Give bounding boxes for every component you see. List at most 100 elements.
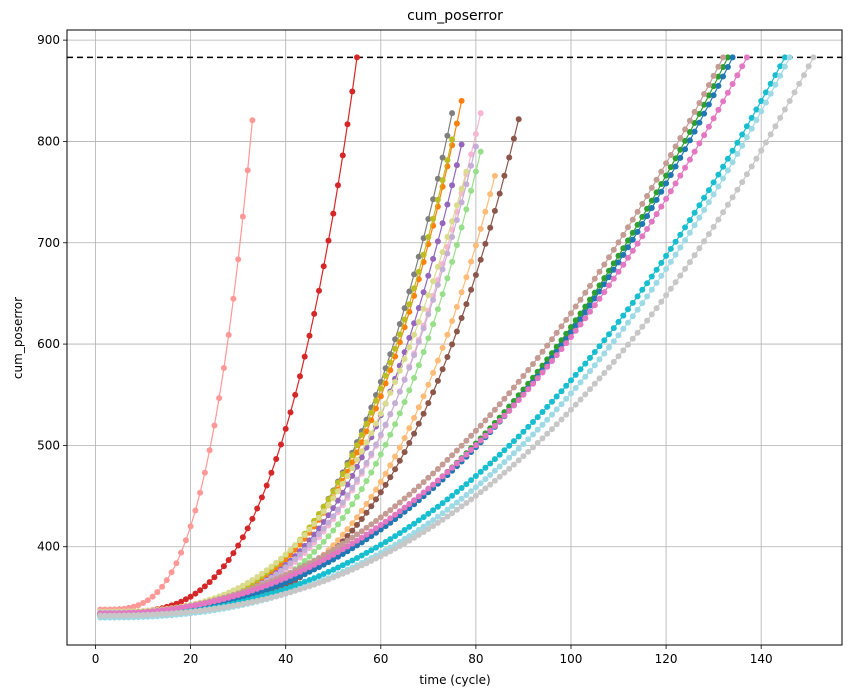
data-point <box>663 252 670 259</box>
data-point <box>430 481 437 488</box>
data-point <box>648 205 655 211</box>
data-point <box>420 410 427 417</box>
data-point <box>634 228 641 235</box>
data-point <box>572 371 579 378</box>
data-point <box>691 252 698 259</box>
data-point <box>724 89 731 96</box>
data-point <box>686 259 693 266</box>
data-point <box>805 63 812 70</box>
data-point <box>644 280 651 287</box>
data-point <box>530 444 536 451</box>
data-point <box>102 612 108 619</box>
data-point <box>610 275 617 282</box>
data-point <box>568 377 574 384</box>
data-point <box>287 572 294 579</box>
data-point <box>491 467 498 474</box>
data-point <box>382 539 389 545</box>
data-point <box>477 225 484 232</box>
data-point <box>729 54 736 61</box>
data-point <box>520 391 527 398</box>
data-point <box>387 359 394 366</box>
data-point <box>458 185 465 192</box>
data-point <box>415 268 422 275</box>
data-point <box>373 544 379 551</box>
data-point <box>339 515 346 521</box>
data-point <box>691 222 698 229</box>
data-point <box>530 380 536 387</box>
data-point <box>325 576 332 583</box>
data-point <box>420 514 427 521</box>
data-point <box>558 323 565 330</box>
data-point <box>382 380 389 387</box>
data-point <box>724 155 731 162</box>
data-point <box>377 385 384 392</box>
data-point <box>425 474 432 481</box>
data-point <box>639 213 646 220</box>
data-point <box>354 476 360 483</box>
data-point <box>444 469 451 476</box>
data-point <box>339 489 346 496</box>
data-point <box>282 425 289 432</box>
data-point <box>239 213 246 220</box>
data-point <box>458 315 465 321</box>
data-point <box>449 182 456 189</box>
data-point <box>244 599 251 606</box>
data-point <box>696 214 703 221</box>
data-point <box>325 554 332 561</box>
data-point <box>425 381 432 388</box>
data-point <box>330 505 337 512</box>
data-point <box>292 542 299 549</box>
data-point <box>373 441 379 448</box>
data-point <box>301 532 308 538</box>
data-point <box>354 531 360 538</box>
data-point <box>501 469 508 476</box>
data-point <box>705 231 712 238</box>
data-point <box>444 496 451 503</box>
data-point <box>335 564 341 571</box>
data-point <box>625 237 631 244</box>
data-point <box>520 453 527 460</box>
data-point <box>705 123 712 130</box>
data-point <box>477 148 484 155</box>
data-point <box>468 446 475 453</box>
data-point <box>168 569 175 576</box>
data-point <box>639 200 646 207</box>
data-point <box>335 521 341 528</box>
data-point <box>354 537 360 544</box>
data-point <box>720 64 727 70</box>
data-point <box>187 608 194 615</box>
data-point <box>796 80 803 87</box>
data-point <box>178 549 185 556</box>
data-point <box>615 268 622 275</box>
data-point <box>173 610 180 616</box>
data-point <box>667 164 674 171</box>
data-point <box>287 546 294 553</box>
data-point <box>349 540 356 547</box>
data-point <box>325 533 332 540</box>
data-point <box>430 196 437 203</box>
data-point <box>549 398 555 405</box>
data-point <box>182 609 189 616</box>
data-point <box>487 427 494 434</box>
data-point <box>330 513 337 520</box>
data-point <box>601 337 608 344</box>
data-point <box>363 500 370 507</box>
data-point <box>729 147 736 154</box>
data-point <box>591 275 598 282</box>
data-point <box>477 437 484 444</box>
data-point <box>168 606 175 613</box>
data-point <box>434 377 441 384</box>
data-point <box>387 431 394 438</box>
data-point <box>401 435 408 441</box>
data-point <box>587 302 593 309</box>
data-point <box>810 54 817 61</box>
data-point <box>691 120 698 126</box>
data-point <box>663 180 670 187</box>
data-point <box>292 391 299 398</box>
data-point <box>358 448 365 455</box>
data-point <box>610 358 617 365</box>
data-point <box>606 282 612 289</box>
data-point <box>415 305 422 311</box>
data-point <box>449 258 456 265</box>
data-point <box>358 528 365 535</box>
